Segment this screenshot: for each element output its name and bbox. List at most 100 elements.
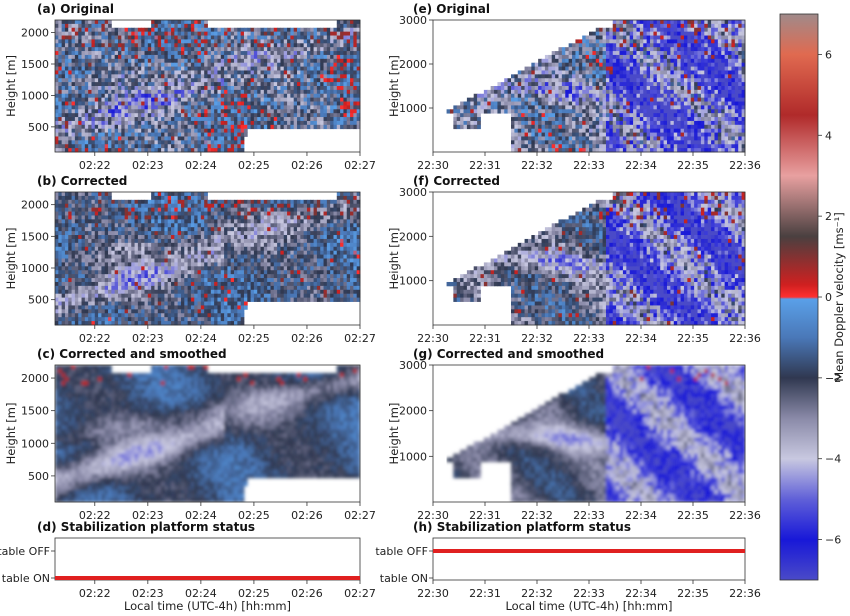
heatmap-cell (158, 140, 162, 144)
heatmap-cell (138, 278, 142, 282)
heatmap-cell (82, 78, 86, 82)
heatmap-cell (198, 129, 202, 133)
heatmap-cell (327, 98, 331, 102)
heatmap-cell (171, 113, 175, 117)
heatmap-cell (307, 215, 311, 219)
heatmap-cell (58, 74, 62, 78)
heatmap-cell (261, 282, 265, 286)
heatmap-cell (340, 39, 344, 43)
heatmap-cell (290, 282, 294, 286)
heatmap-cell (138, 215, 142, 219)
heatmap-cell (141, 144, 145, 148)
heatmap-cell (274, 274, 278, 278)
heatmap-cell (171, 94, 175, 98)
heatmap-cell (287, 227, 291, 231)
heatmap-cell (75, 102, 79, 106)
heatmap-cell (128, 39, 132, 43)
heatmap-cell (251, 239, 255, 243)
heatmap-cell (171, 239, 175, 243)
heatmap-cell (164, 140, 168, 144)
y-tick-label: 500 (28, 121, 49, 134)
heatmap-cell (75, 43, 79, 47)
heatmap-cell (151, 215, 155, 219)
heatmap-cell (201, 208, 205, 212)
heatmap-cell (184, 133, 188, 137)
heatmap-cell (350, 215, 354, 219)
heatmap-cell (217, 94, 221, 98)
heatmap-cell (88, 223, 92, 227)
heatmap-cell (297, 278, 301, 282)
heatmap-cell (231, 36, 235, 40)
heatmap-cell (105, 200, 109, 204)
heatmap-cell (211, 136, 215, 140)
heatmap-cell (353, 223, 357, 227)
heatmap-cell (91, 259, 95, 263)
heatmap-cell (171, 270, 175, 274)
heatmap-cell (105, 125, 109, 129)
heatmap-cell (224, 200, 228, 204)
heatmap-cell (290, 102, 294, 106)
heatmap-cell (55, 32, 59, 36)
heatmap-cell (294, 59, 298, 63)
heatmap-cell (168, 59, 172, 63)
heatmap-cell (231, 251, 235, 255)
heatmap-cell (264, 109, 268, 113)
heatmap-cell (324, 239, 328, 243)
heatmap-cell (247, 231, 251, 235)
heatmap-cell (135, 51, 139, 55)
heatmap-cell (227, 63, 231, 67)
heatmap-cell (307, 117, 311, 121)
heatmap-cell (241, 227, 245, 231)
heatmap-cell (267, 55, 271, 59)
heatmap-cell (62, 67, 66, 71)
heatmap-cell (353, 90, 357, 94)
heatmap-cell (231, 274, 235, 278)
heatmap-cell (178, 51, 182, 55)
heatmap-cell (333, 262, 337, 266)
heatmap-cell (231, 140, 235, 144)
heatmap-cell (138, 286, 142, 290)
heatmap-cell (353, 43, 357, 47)
heatmap-cell (211, 47, 215, 51)
heatmap-cell (304, 70, 308, 74)
heatmap-cell (231, 200, 235, 204)
heatmap-cell (350, 94, 354, 98)
heatmap-cell (131, 129, 135, 133)
heatmap-cell (115, 200, 119, 204)
heatmap-cell (72, 251, 76, 255)
heatmap-cell (154, 47, 158, 51)
heatmap-cell (257, 113, 261, 117)
heatmap-cell (277, 36, 281, 40)
heatmap-cell (101, 47, 105, 51)
heatmap-cell (327, 255, 331, 259)
heatmap-cell (261, 231, 265, 235)
heatmap-cell (333, 274, 337, 278)
heatmap-cell (280, 32, 284, 36)
heatmap-cell (214, 136, 218, 140)
heatmap-cell (108, 113, 112, 117)
heatmap-cell (350, 200, 354, 204)
heatmap-cell (115, 286, 119, 290)
heatmap-cell (343, 28, 347, 32)
heatmap-cell (108, 266, 112, 270)
heatmap-cell (184, 121, 188, 125)
heatmap-cell (217, 212, 221, 216)
heatmap-cell (350, 212, 354, 216)
heatmap-cell (58, 51, 62, 55)
heatmap-cell (208, 86, 212, 90)
heatmap-cell (181, 196, 185, 200)
heatmap-cell (145, 39, 149, 43)
heatmap-cell (151, 235, 155, 239)
heatmap-cell (267, 59, 271, 63)
heatmap-cell (234, 212, 238, 216)
heatmap-cell (337, 86, 341, 90)
heatmap-cell (280, 70, 284, 74)
heatmap-cell (111, 59, 115, 63)
heatmap-cell (108, 86, 112, 90)
heatmap-cell (227, 274, 231, 278)
heatmap-cell (304, 262, 308, 266)
heatmap-cell (221, 28, 225, 32)
heatmap-cell (340, 98, 344, 102)
heatmap-cell (65, 223, 69, 227)
heatmap-cell (201, 20, 205, 24)
